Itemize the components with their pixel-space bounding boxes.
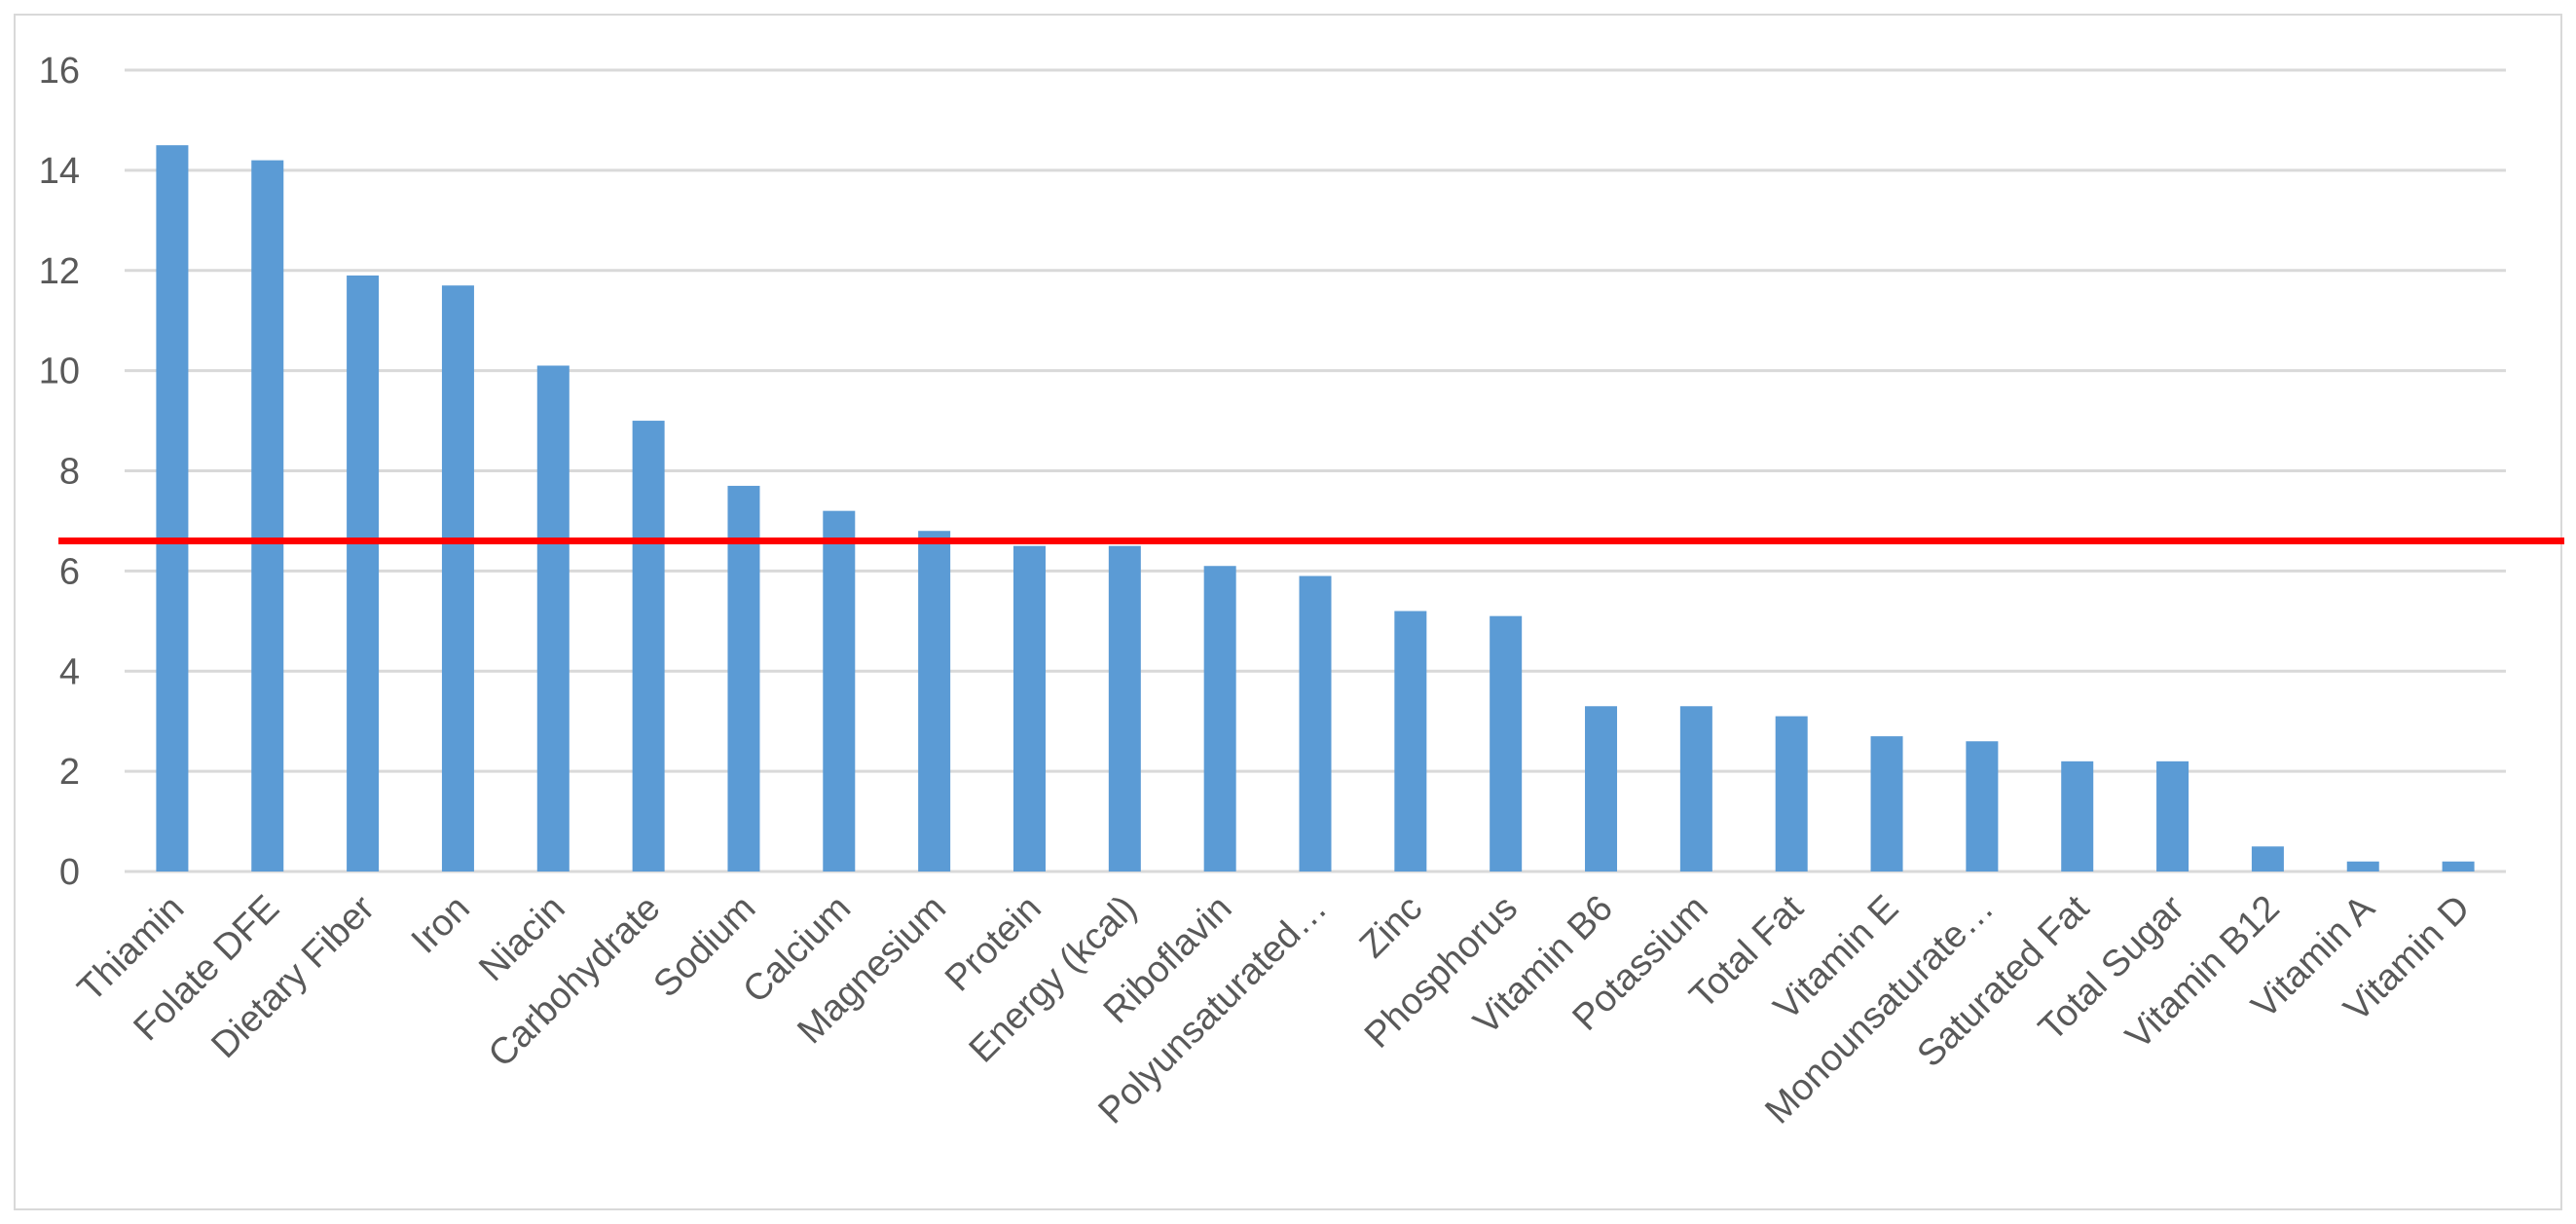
bar	[251, 160, 284, 872]
bar	[1012, 545, 1046, 872]
bar	[1203, 566, 1236, 872]
bar	[632, 421, 665, 872]
x-tick-label: Iron	[404, 888, 478, 962]
y-tick-label: 4	[59, 651, 80, 692]
gridlines	[125, 68, 2506, 873]
y-tick-label: 10	[39, 352, 80, 392]
bar	[156, 145, 189, 872]
bar	[347, 275, 380, 872]
x-tick-label: Zinc	[1352, 888, 1430, 966]
bar	[1108, 545, 1141, 872]
bar	[441, 285, 474, 872]
bar	[918, 531, 951, 872]
bar	[1394, 611, 1427, 872]
chart-frame: 0 2 4 6 8 10 12 14 16 Thiamin Folate DFE Dietary F…	[14, 14, 2564, 1210]
bar	[2251, 846, 2284, 872]
y-tick-label: 0	[59, 852, 80, 893]
bar	[1679, 706, 1712, 872]
bar	[727, 485, 760, 872]
bar	[536, 365, 570, 872]
y-tick-label: 12	[39, 251, 80, 292]
bar	[2442, 861, 2475, 872]
bar	[823, 510, 856, 872]
y-axis-tick-labels: 0 2 4 6 8 10 12 14 16	[39, 51, 80, 893]
bar	[1299, 575, 1332, 872]
x-tick-label: Energy (kcal)	[962, 888, 1145, 1071]
y-tick-label: 14	[39, 151, 80, 192]
y-tick-label: 8	[59, 452, 80, 493]
y-tick-label: 2	[59, 752, 80, 793]
bar	[2061, 760, 2094, 872]
bar	[2156, 760, 2190, 872]
bar	[1585, 706, 1618, 872]
bar	[2346, 861, 2379, 872]
bars	[156, 145, 2475, 872]
bar	[1490, 615, 1523, 872]
x-tick-label: Carbohydrate	[481, 888, 669, 1076]
y-tick-label: 16	[39, 51, 80, 92]
bar	[1775, 716, 1808, 872]
bar	[1870, 736, 1903, 872]
bar	[1966, 741, 1999, 872]
y-tick-label: 6	[59, 551, 80, 592]
